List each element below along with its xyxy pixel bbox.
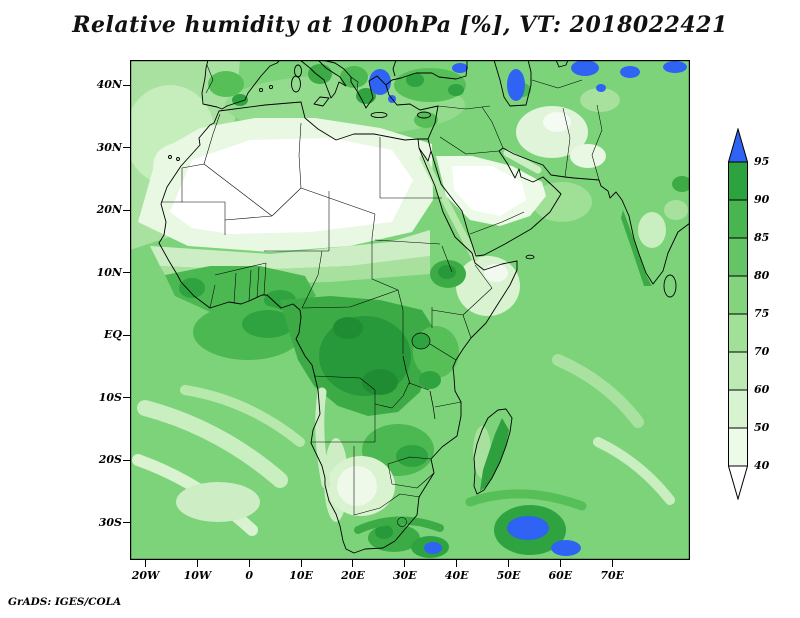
lesotho-border — [397, 517, 407, 527]
lon-tick-label: 0 — [245, 569, 254, 582]
corsica-coastline — [294, 64, 302, 78]
srilanka-coastline — [663, 274, 677, 298]
map-frame — [130, 60, 690, 560]
colorbar-label: 70 — [754, 345, 770, 358]
colorbar-label: 60 — [754, 383, 770, 396]
caspian-coastline — [493, 60, 532, 107]
lon-tick-mark — [196, 560, 198, 567]
plot-title: Relative humidity at 1000hPa [%], VT: 20… — [72, 12, 728, 38]
colorbar — [727, 127, 749, 504]
lake-victoria — [411, 332, 431, 350]
aral-coastline — [555, 60, 569, 68]
lat-tick-label: 20N — [96, 203, 122, 216]
lat-tick-mark — [123, 147, 130, 148]
balearic-island — [258, 87, 264, 93]
lon-tick-label: 60E — [548, 569, 573, 582]
humidity-field — [130, 60, 690, 560]
lat-tick-label: EQ — [104, 328, 122, 341]
lon-tick-label: 20W — [131, 569, 160, 582]
lon-tick-label: 10W — [183, 569, 212, 582]
lat-tick-label: 10N — [96, 265, 122, 279]
canary-island — [168, 155, 172, 159]
lat-tick-label: 10S — [98, 390, 122, 404]
lon-tick-mark — [300, 560, 302, 567]
lon-tick-mark — [145, 560, 147, 567]
balkans-greece-coastline — [321, 60, 387, 109]
lon-tick-mark — [508, 560, 510, 567]
canary-island — [176, 157, 180, 161]
colorbar-label: 90 — [754, 193, 770, 206]
lat-tick-mark — [123, 334, 130, 336]
lon-tick-mark — [611, 560, 613, 567]
colorbar-label: 40 — [754, 459, 770, 472]
levant-turkey-coastline — [385, 60, 468, 140]
saturated-patches — [369, 60, 687, 556]
lat-tick-label: 30S — [98, 515, 122, 529]
lon-tick-label: 70E — [600, 569, 625, 582]
italy-coastline — [299, 60, 347, 99]
colorbar-svg — [727, 127, 749, 501]
lake-malawi — [429, 390, 436, 420]
lon-tick-mark — [404, 560, 406, 567]
lon-tick-label: 40E — [444, 569, 469, 582]
lon-tick-label: 20E — [341, 569, 365, 582]
iberia-coastline — [201, 60, 281, 110]
map-svg — [130, 60, 690, 560]
lake-tanganyika — [402, 355, 411, 385]
lon-tick-mark — [559, 560, 561, 567]
lat-tick-mark — [123, 397, 130, 398]
lat-tick-mark — [123, 84, 130, 86]
sinai-coastline — [418, 138, 432, 162]
cyprus-coastline — [417, 111, 431, 119]
lon-tick-label: 50E — [496, 569, 521, 582]
colorbar-label: 85 — [754, 231, 770, 244]
map-area — [130, 60, 690, 560]
arabia-southasia-coastline — [430, 147, 690, 285]
lon-tick-label: 10E — [289, 569, 313, 582]
country-borders — [161, 64, 603, 527]
lat-tick-mark — [123, 459, 130, 461]
socotra-coastline — [525, 254, 535, 260]
grads-credit: GrADS: IGES/COLA — [8, 596, 122, 608]
africa-coastline — [158, 101, 518, 554]
colorbar-label: 50 — [754, 421, 770, 434]
sicily-coastline — [313, 96, 330, 107]
lat-tick-label: 30N — [96, 140, 122, 154]
lat-tick-label: 40N — [96, 78, 122, 91]
lon-tick-label: 30E — [392, 569, 417, 582]
lat-tick-mark — [123, 209, 130, 211]
lon-tick-mark — [248, 560, 250, 567]
madagascar-coastline — [473, 408, 513, 495]
west-blacksea-coastline — [392, 60, 397, 77]
colorbar-label: 80 — [754, 269, 770, 282]
coastlines — [158, 60, 690, 554]
balearic-island — [268, 84, 274, 90]
colorbar-label: 95 — [754, 155, 770, 168]
crete-coastline — [370, 111, 388, 119]
lon-tick-mark — [352, 560, 354, 567]
lon-tick-mark — [456, 560, 458, 567]
lat-tick-label: 20S — [98, 453, 122, 466]
lakes — [402, 332, 436, 420]
lat-tick-mark — [123, 522, 130, 523]
lat-tick-mark — [123, 272, 130, 273]
colorbar-label: 75 — [754, 307, 770, 320]
